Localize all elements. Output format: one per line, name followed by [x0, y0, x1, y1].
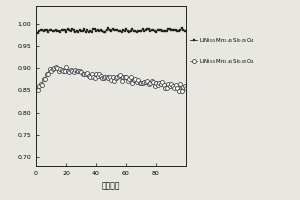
LiNi$_{0.5}$Mn$_{1.45}$Si$_{0.05}$O$_4$ [126, 80, 129, 82]
LiNi$_{0.5}$Mn$_{1.45}$Si$_{0.05}$O$_4$ [64, 31, 68, 33]
LiNi$_{0.5}$Mn$_{1.45}$Si$_{0.05}$O$_4$ [54, 66, 57, 68]
LiNi$_{0.5}$Mn$_{1.45}$Si$_{0.05}$O$_4$ [184, 30, 188, 32]
LiNi$_{0.5}$Mn$_{1.45}$Si$_{0.05}$O$_4$ [72, 70, 75, 73]
LiNi$_{0.5}$Mn$_{1.45}$Si$_{0.05}$O$_4$ [124, 28, 128, 31]
LiNi$_{0.5}$Mn$_{1.45}$Si$_{0.05}$O$_4$ [36, 31, 39, 34]
LiNi$_{0.5}$Mn$_{1.45}$Si$_{0.05}$O$_4$ [177, 30, 180, 32]
LiNi$_{0.5}$Mn$_{1.45}$Si$_{0.05}$O$_4$ [66, 70, 69, 72]
LiNi$_{0.5}$Mn$_{1.45}$Si$_{0.05}$O$_4$ [36, 89, 39, 91]
LiNi$_{0.5}$Mn$_{1.45}$Si$_{0.05}$O$_4$ [70, 27, 74, 30]
LiNi$_{0.5}$Mn$_{1.45}$Si$_{0.05}$O$_4$ [114, 77, 117, 79]
LiNi$_{0.5}$Mn$_{1.45}$Si$_{0.05}$O$_4$ [112, 29, 116, 31]
LiNi$_{0.5}$Mn$_{1.45}$Si$_{0.05}$O$_4$ [172, 29, 176, 31]
X-axis label: 循环次数: 循环次数 [102, 181, 120, 190]
Legend: LiNi$_{0.5}$Mn$_{1.45}$Si$_{0.05}$O$_4$, LiNi$_{0.5}$Mn$_{1.45}$Si$_{0.05}$O$_4$: LiNi$_{0.5}$Mn$_{1.45}$Si$_{0.05}$O$_4$,… [190, 36, 255, 66]
Line: LiNi$_{0.5}$Mn$_{1.45}$Si$_{0.05}$O$_4$: LiNi$_{0.5}$Mn$_{1.45}$Si$_{0.05}$O$_4$ [36, 27, 187, 34]
Line: LiNi$_{0.5}$Mn$_{1.45}$Si$_{0.05}$O$_4$: LiNi$_{0.5}$Mn$_{1.45}$Si$_{0.05}$O$_4$ [36, 65, 188, 93]
LiNi$_{0.5}$Mn$_{1.45}$Si$_{0.05}$O$_4$ [174, 84, 177, 86]
LiNi$_{0.5}$Mn$_{1.45}$Si$_{0.05}$O$_4$ [180, 90, 183, 92]
LiNi$_{0.5}$Mn$_{1.45}$Si$_{0.05}$O$_4$ [178, 82, 182, 85]
LiNi$_{0.5}$Mn$_{1.45}$Si$_{0.05}$O$_4$ [180, 27, 183, 30]
LiNi$_{0.5}$Mn$_{1.45}$Si$_{0.05}$O$_4$ [184, 87, 188, 89]
